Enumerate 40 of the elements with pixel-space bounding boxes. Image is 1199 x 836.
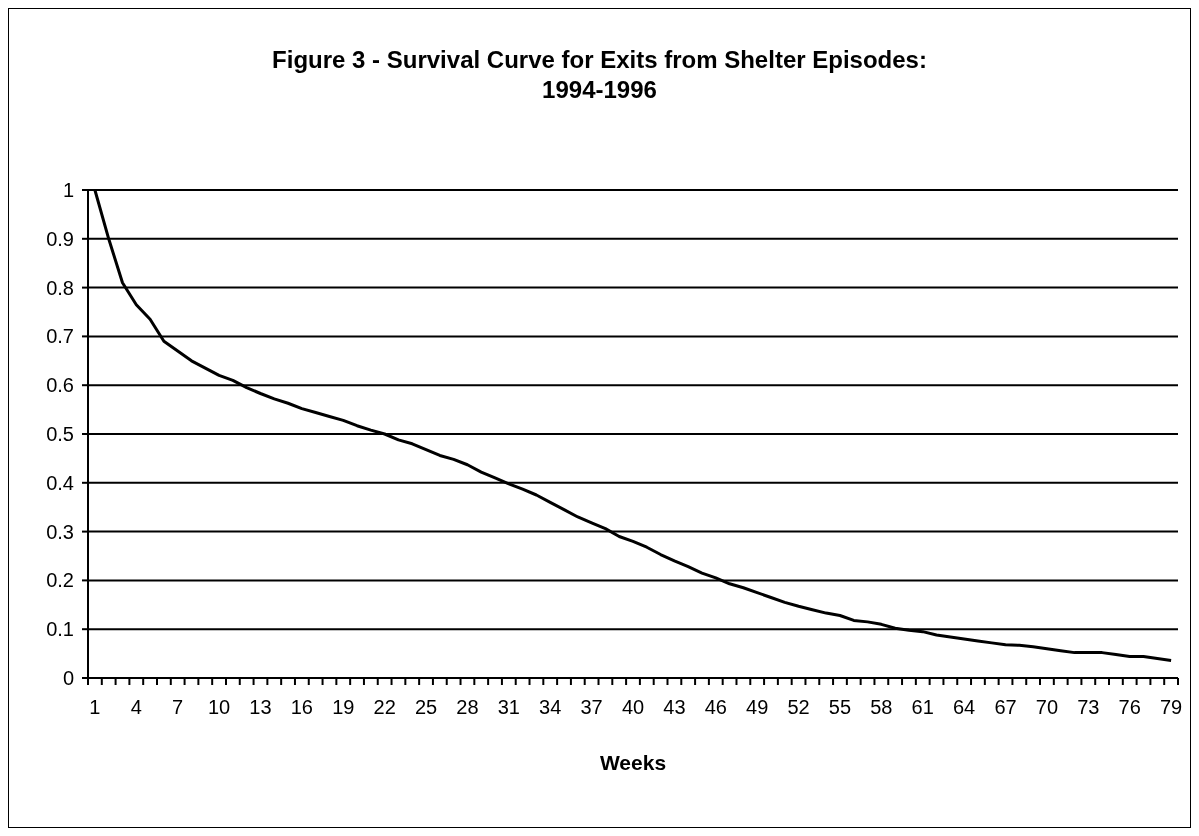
x-tick-label: 76 [1118, 696, 1141, 718]
x-tick-label: 13 [249, 696, 272, 718]
x-tick-label: 22 [373, 696, 396, 718]
y-tick-label: 0.6 [46, 374, 74, 397]
x-tick-label: 10 [207, 696, 231, 718]
y-tick-label: 0.7 [46, 325, 74, 348]
y-tick-label: 0 [62, 667, 74, 689]
x-tick-label: 43 [663, 696, 686, 718]
x-tick-label: 64 [953, 696, 976, 718]
x-tick-label: 1 [89, 696, 101, 718]
y-tick-label: 0.3 [46, 520, 74, 543]
chart-title: Figure 3 - Survival Curve for Exits from Shelter Episodes: 1994-1996 [272, 46, 927, 103]
x-tick-label: 58 [870, 696, 893, 718]
x-tick-label: 61 [911, 696, 934, 718]
x-tick-label: 70 [1035, 696, 1059, 718]
y-tick-label: 0.1 [46, 618, 74, 641]
y-tick-label: 0.5 [46, 423, 74, 445]
x-tick-label: 25 [414, 696, 438, 718]
x-tick-label: 40 [621, 696, 645, 718]
x-tick-label: 55 [828, 696, 852, 718]
x-tick-label: 73 [1077, 696, 1100, 718]
x-tick-label: 31 [497, 696, 520, 718]
x-tick-label: 28 [456, 696, 479, 718]
x-tick-label: 79 [1159, 696, 1183, 718]
y-tick-label: 1 [62, 179, 74, 201]
y-tick-label: 0.4 [46, 471, 74, 494]
x-tick-label: 46 [704, 696, 727, 718]
x-tick-label: 49 [746, 696, 769, 718]
y-tick-label: 0.9 [46, 227, 74, 250]
x-tick-label: 37 [580, 696, 603, 718]
x-axis-title: Weeks [599, 751, 667, 774]
x-tick-label: 19 [332, 696, 355, 718]
x-tick-label: 7 [172, 696, 184, 718]
y-tick-label: 0.2 [46, 569, 74, 592]
x-tick-label: 4 [130, 696, 142, 718]
y-tick-label: 0.8 [46, 276, 74, 299]
x-tick-label: 34 [539, 696, 562, 718]
x-tick-label: 67 [994, 696, 1017, 718]
x-tick-label: 16 [290, 696, 313, 718]
x-tick-label: 52 [787, 696, 810, 718]
